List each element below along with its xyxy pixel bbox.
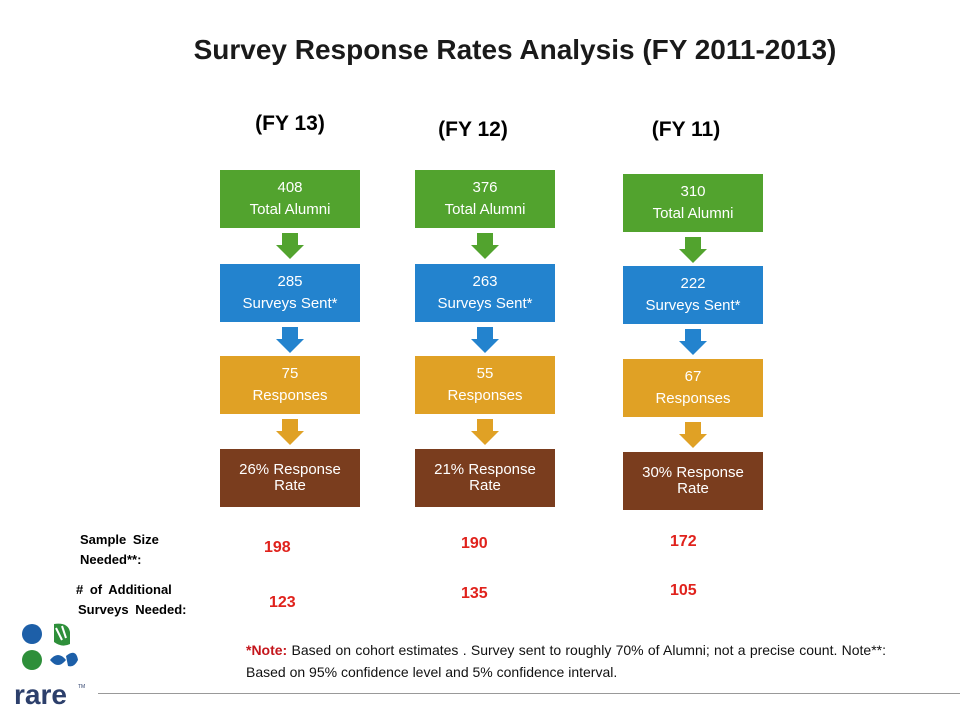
down-arrow-icon (679, 329, 707, 355)
additional-surveys-fy13: 123 (269, 594, 296, 611)
down-arrow-icon (679, 422, 707, 448)
surveys-sent-value: 222 (680, 274, 706, 292)
total-alumni-value: 408 (277, 178, 303, 196)
total-alumni-label: Total Alumni (444, 201, 526, 218)
additional-surveys-label-line1: # of Additional (76, 582, 172, 597)
footnote-text: Based on cohort estimates . Survey sent … (246, 642, 886, 680)
column-header-fy13: (FY 13) (255, 112, 325, 135)
responses-value: 67 (684, 367, 702, 385)
down-arrow-icon (276, 327, 304, 353)
total-alumni-value: 310 (680, 182, 706, 200)
down-arrow-icon (276, 233, 304, 259)
response-rate-box-fy11: 30% Response Rate (623, 452, 763, 510)
sample-size-fy11: 172 (670, 533, 697, 550)
additional-surveys-label-line2: Surveys Needed: (78, 602, 187, 618)
down-arrow-icon (276, 419, 304, 445)
responses-box-fy11: 67 Responses (623, 359, 763, 417)
surveys-sent-box-fy11: 222 Surveys Sent* (623, 266, 763, 324)
response-rate-box-fy13: 26% Response Rate (220, 449, 360, 507)
footnote-prefix: *Note: (246, 642, 288, 658)
total-alumni-box-fy13: 408 Total Alumni (220, 170, 360, 228)
logo-tm: TM (78, 684, 85, 690)
down-arrow-icon (471, 327, 499, 353)
sample-size-label-line2: Needed**: (80, 552, 142, 568)
responses-value: 75 (281, 364, 299, 382)
surveys-sent-box-fy12: 263 Surveys Sent* (415, 264, 555, 322)
response-rate-label: 26% Response Rate (239, 460, 341, 494)
responses-box-fy12: 55 Responses (415, 356, 555, 414)
sample-size-fy12: 190 (461, 535, 488, 552)
surveys-sent-label: Surveys Sent* (437, 295, 533, 312)
column-header-fy11: (FY 11) (651, 118, 721, 141)
sample-size-label-line1: Sample Size (80, 532, 159, 547)
sample-size-fy13: 198 (264, 539, 291, 556)
surveys-sent-value: 263 (472, 272, 498, 290)
column-header-fy12: (FY 12) (438, 118, 508, 141)
response-rate-label: 21% Response Rate (434, 460, 536, 494)
total-alumni-value: 376 (472, 178, 498, 196)
responses-label: Responses (447, 387, 523, 404)
down-arrow-icon (471, 419, 499, 445)
down-arrow-icon (471, 233, 499, 259)
total-alumni-box-fy12: 376 Total Alumni (415, 170, 555, 228)
surveys-sent-box-fy13: 285 Surveys Sent* (220, 264, 360, 322)
footer-divider (98, 693, 960, 694)
total-alumni-box-fy11: 310 Total Alumni (623, 174, 763, 232)
rare-logo: rare TM (10, 620, 90, 712)
page-title: Survey Response Rates Analysis (FY 2011-… (193, 34, 837, 65)
additional-surveys-fy12: 135 (461, 585, 488, 602)
responses-label: Responses (655, 390, 731, 407)
total-alumni-label: Total Alumni (652, 205, 734, 222)
responses-box-fy13: 75 Responses (220, 356, 360, 414)
responses-value: 55 (476, 364, 494, 382)
surveys-sent-value: 285 (277, 272, 303, 290)
footnote: *Note: Based on cohort estimates . Surve… (246, 640, 886, 683)
response-rate-label: 30% Response Rate (642, 463, 744, 497)
surveys-sent-label: Surveys Sent* (645, 297, 741, 314)
total-alumni-label: Total Alumni (249, 201, 331, 218)
logo-wordmark: rare (14, 679, 67, 710)
responses-label: Responses (252, 387, 328, 404)
additional-surveys-label: # of Additional Surveys Needed: (76, 580, 187, 620)
additional-surveys-fy11: 105 (670, 582, 697, 599)
rare-logo-icon: rare TM (14, 623, 85, 710)
response-rate-box-fy12: 21% Response Rate (415, 449, 555, 507)
sample-size-label: Sample Size Needed**: (80, 530, 159, 570)
surveys-sent-label: Surveys Sent* (242, 295, 338, 312)
down-arrow-icon (679, 237, 707, 263)
